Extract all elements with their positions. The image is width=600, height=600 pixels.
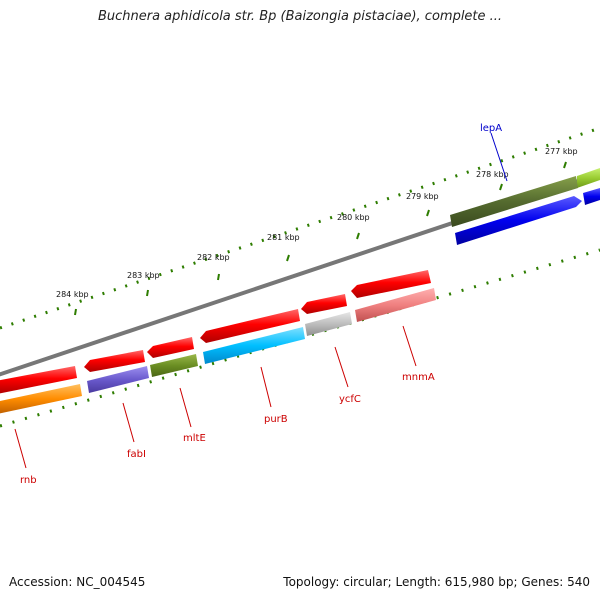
map-title: Buchnera aphidicola str. Bp (Baizongia p… xyxy=(97,9,503,24)
major-ticks xyxy=(74,161,567,316)
gene-red-forward-2[interactable] xyxy=(84,350,145,372)
gene-label-ycfC: ycfC xyxy=(339,394,361,405)
gene-lepA-reverse[interactable] xyxy=(455,196,582,245)
gene-blue-reverse-right[interactable] xyxy=(583,188,600,205)
gene-label-purB: purB xyxy=(264,414,288,425)
gene-mnmA[interactable] xyxy=(355,288,436,322)
topology-summary: Topology: circular; Length: 615,980 bp; … xyxy=(283,575,590,589)
gene-red-forward-4[interactable] xyxy=(200,309,300,343)
gene-label-mltE: mltE xyxy=(183,433,206,444)
gene-red-forward-6[interactable] xyxy=(351,270,431,298)
gene-ycfC[interactable] xyxy=(305,312,352,336)
label-connectors xyxy=(14,132,508,469)
scale-label-280: 280 kbp xyxy=(337,213,370,222)
gene-label-lepA: lepA xyxy=(480,123,502,134)
gene-red-forward-5[interactable] xyxy=(301,294,347,314)
gene-label-mnmA: mnmA xyxy=(402,372,435,383)
gene-mltE[interactable] xyxy=(150,354,198,377)
gene-red-forward-3[interactable] xyxy=(147,337,194,358)
scale-label-283: 283 kbp xyxy=(127,271,160,280)
gene-fabI[interactable] xyxy=(87,366,149,393)
gene-olive-forward[interactable] xyxy=(450,176,578,227)
gene-lime-forward[interactable] xyxy=(577,168,600,188)
gene-label-fabI: fabI xyxy=(127,449,146,460)
accession-label: Accession: NC_004545 xyxy=(9,575,146,589)
scale-label-279: 279 kbp xyxy=(406,192,439,201)
scale-label-281: 281 kbp xyxy=(267,233,300,242)
gene-red-forward-1[interactable] xyxy=(0,366,77,394)
scale-label-277: 277 kbp xyxy=(545,147,578,156)
scale-label-282: 282 kbp xyxy=(197,253,230,262)
gene-rnb[interactable] xyxy=(0,384,82,414)
gene-label-rnb: rnb xyxy=(20,475,37,486)
scale-label-278: 278 kbp xyxy=(476,170,509,179)
gene-purB[interactable] xyxy=(203,327,305,364)
scale-label-284: 284 kbp xyxy=(56,290,89,299)
